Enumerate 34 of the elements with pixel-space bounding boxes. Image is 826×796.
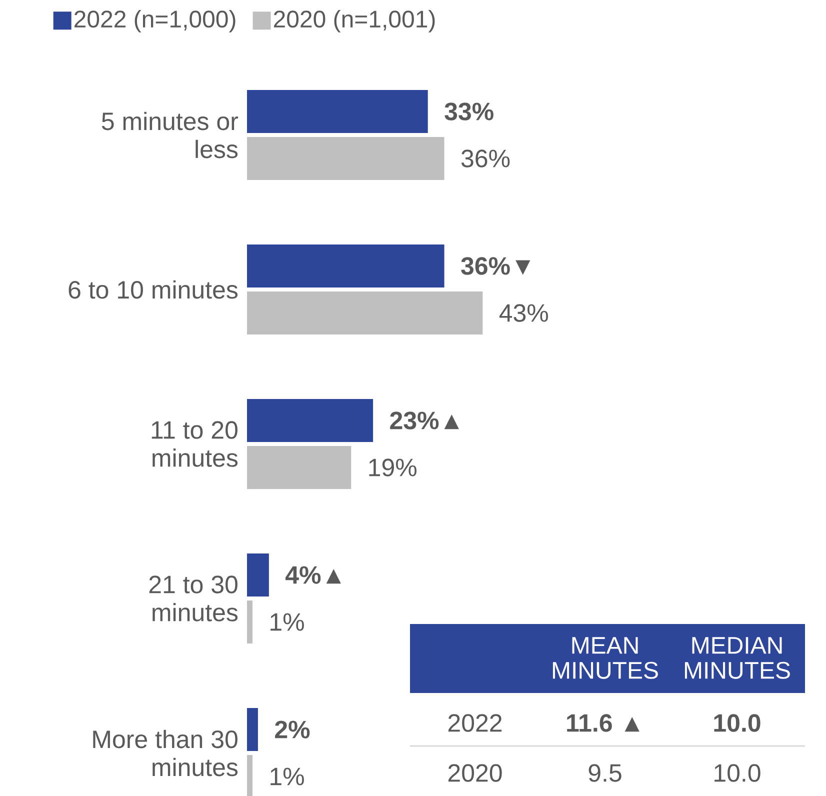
bar (247, 399, 374, 442)
bar (247, 244, 444, 288)
bar (247, 600, 252, 644)
y-tick-label: 5 minutes or less (102, 112, 238, 158)
data-label: 4%▲ (286, 566, 341, 584)
data-label: 1% (270, 768, 304, 786)
annotation: 2022 (448, 714, 502, 732)
y-tick-label: 6 to 10 minutes (68, 280, 238, 299)
y-tick-label: 11 to 20 minutes (152, 421, 238, 467)
data-label: 36%▼ (461, 257, 530, 275)
text: 9.5 (588, 764, 622, 782)
data-label: 2% (275, 720, 310, 738)
text: MEDIAN MINUTES (684, 637, 790, 679)
data-label: 1% (270, 613, 304, 631)
data-label: 23%▲ (390, 412, 459, 430)
data-label: 36% (461, 150, 510, 168)
annotation: 2020 (448, 764, 502, 782)
bar (247, 90, 428, 134)
bar (247, 446, 352, 490)
legend-label: 2020 (n=1,001) (274, 10, 435, 32)
bar (247, 292, 483, 335)
text: 10.0 (714, 764, 760, 782)
data-label: 19% (369, 458, 416, 476)
legend-label: 2022 (n=1,000) (74, 10, 236, 32)
data-label: 43% (499, 304, 548, 322)
bar (247, 137, 444, 180)
bar (247, 708, 258, 752)
text: MEAN MINUTES (552, 637, 658, 679)
text: 10.0 (714, 714, 760, 732)
y-tick-label: More than 30 minutes (93, 730, 238, 776)
y-tick-label: 21 to 30 minutes (149, 576, 238, 622)
bar (247, 554, 269, 597)
data-label: 33% (444, 102, 494, 120)
text: 11.6 ▲ (567, 714, 640, 732)
